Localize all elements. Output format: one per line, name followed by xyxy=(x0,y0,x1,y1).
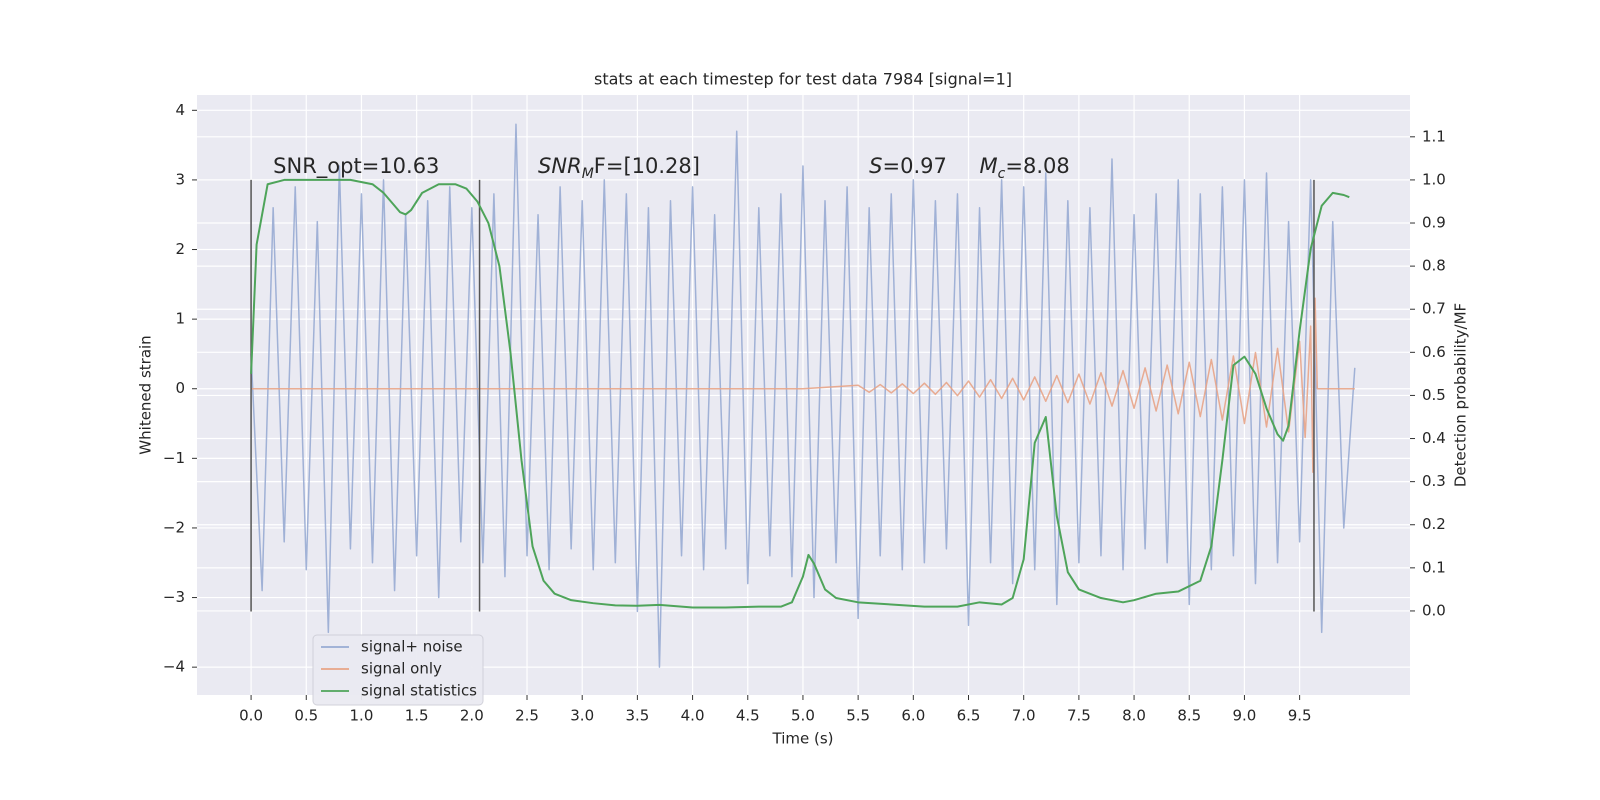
annotation-part: =8.08 xyxy=(1005,154,1069,178)
y2-tick-label: 0.0 xyxy=(1422,601,1446,619)
y2-tick-label: 0.1 xyxy=(1422,558,1446,576)
x-tick-label: 9.0 xyxy=(1233,707,1257,725)
y-tick-label: −3 xyxy=(163,588,185,606)
x-tick-label: 8.5 xyxy=(1177,707,1201,725)
y2-axis-label: Detection probability/MF xyxy=(1452,303,1470,487)
y-tick-label: −2 xyxy=(163,518,185,536)
y2-tick-label: 0.2 xyxy=(1422,515,1446,533)
legend-label: signal+ noise xyxy=(361,638,463,656)
x-tick-label: 2.0 xyxy=(460,707,484,725)
y-tick-label: 3 xyxy=(175,170,185,188)
x-tick-label: 3.0 xyxy=(570,707,594,725)
y2-tick-label: 0.4 xyxy=(1422,429,1446,447)
series-line xyxy=(250,123,1356,668)
x-tick-label: 6.5 xyxy=(957,707,981,725)
y-tick-label: −1 xyxy=(163,449,185,467)
x-tick-label: 5.0 xyxy=(791,707,815,725)
x-tick-label: 8.0 xyxy=(1122,707,1146,725)
y-axis-label: Whitened strain xyxy=(137,335,155,454)
annotation: SNR_opt=10.63 xyxy=(273,154,439,179)
legend-label: signal only xyxy=(361,660,442,678)
annotation: S=0.97 xyxy=(869,154,947,178)
y2-tick-label: 0.5 xyxy=(1422,386,1446,404)
x-tick-label: 0.5 xyxy=(294,707,318,725)
y-tick-label: 2 xyxy=(175,240,185,258)
y2-tick-label: 0.6 xyxy=(1422,343,1446,361)
x-tick-label: 7.5 xyxy=(1067,707,1091,725)
legend: signal+ noise signal only signal statistic… xyxy=(312,634,484,706)
series-line xyxy=(251,297,1355,474)
annotation-part: =0.97 xyxy=(883,154,947,178)
y2-tick-label: 1.1 xyxy=(1422,127,1446,145)
y-tick-label: 4 xyxy=(175,101,185,119)
x-tick-label: 3.5 xyxy=(625,707,649,725)
y-tick-label: 0 xyxy=(175,379,185,397)
x-tick-label: 2.5 xyxy=(515,707,539,725)
series-line xyxy=(250,178,1350,609)
y2-tick-label: 0.3 xyxy=(1422,472,1446,490)
annotation-part: c xyxy=(998,166,1006,182)
x-tick-label: 9.5 xyxy=(1288,707,1312,725)
legend-label: signal statistics xyxy=(361,682,477,700)
y2-tick-label: 0.7 xyxy=(1422,300,1446,318)
x-tick-label: 4.0 xyxy=(681,707,705,725)
annotation: SNRMF=[10.28] xyxy=(538,154,700,182)
annotation-part: S xyxy=(869,154,882,178)
annotation-part: F=[10.28] xyxy=(594,154,700,178)
annotation-part: SNR_opt=10.63 xyxy=(273,154,439,179)
x-tick-label: 5.5 xyxy=(846,707,870,725)
x-tick-label: 1.5 xyxy=(405,707,429,725)
y2-tick-label: 0.8 xyxy=(1422,257,1446,275)
annotation: Mc=8.08 xyxy=(980,154,1070,182)
annotation-part: M xyxy=(980,154,998,178)
y2-tick-label: 1.0 xyxy=(1422,170,1446,188)
x-axis-label: Time (s) xyxy=(772,730,834,748)
annotation-part: M xyxy=(582,166,594,182)
x-tick-label: 4.5 xyxy=(736,707,760,725)
x-tick-label: 0.0 xyxy=(239,707,263,725)
y-tick-label: −4 xyxy=(163,658,185,676)
x-tick-label: 6.0 xyxy=(901,707,925,725)
x-tick-label: 7.0 xyxy=(1012,707,1036,725)
chart-title: stats at each timestep for test data 798… xyxy=(594,70,1012,89)
y-tick-label: 1 xyxy=(175,310,185,328)
x-tick-label: 1.0 xyxy=(350,707,374,725)
legend-box xyxy=(312,634,484,706)
y2-tick-label: 0.9 xyxy=(1422,214,1446,232)
annotation-part: SNR xyxy=(538,154,582,178)
